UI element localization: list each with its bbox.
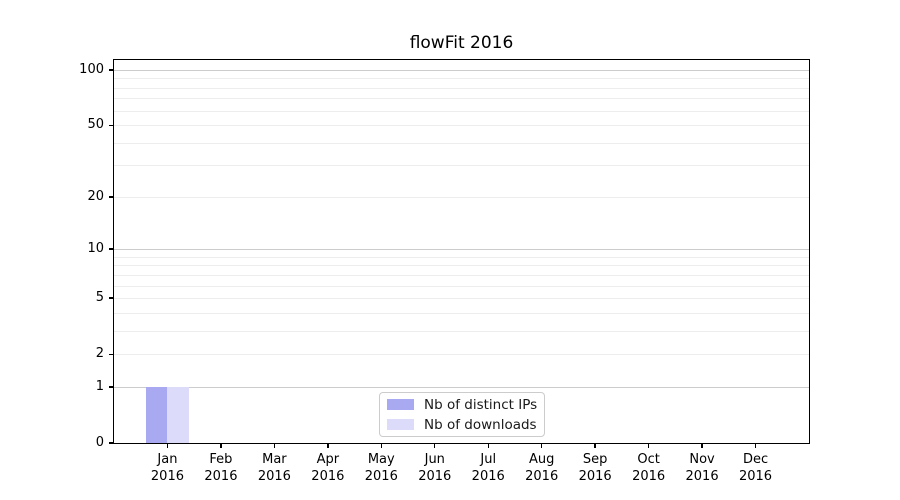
y-tick-label: 20: [87, 188, 104, 204]
x-tick-mark: [540, 444, 543, 448]
x-tick-label: May 2016: [339, 451, 423, 485]
gridline-minor: [114, 125, 809, 127]
x-tick-month: Sep: [582, 452, 608, 467]
x-tick-year: 2016: [204, 469, 238, 484]
x-tick-mark: [273, 444, 276, 448]
x-tick-label: Jan 2016: [125, 451, 209, 485]
x-tick-mark: [434, 444, 436, 448]
y-tick-label: 50: [87, 117, 104, 133]
legend-row: Nb of downloads: [387, 417, 544, 433]
x-tick-month: Feb: [209, 452, 233, 467]
x-tick-label: Mar 2016: [232, 451, 316, 485]
x-tick-mark: [754, 444, 757, 448]
x-tick-year: 2016: [685, 469, 719, 484]
x-tick-mark: [487, 444, 489, 448]
x-tick-month: Nov: [689, 452, 715, 467]
y-tick-mark: [109, 248, 113, 250]
y-tick-mark: [109, 386, 113, 388]
x-tick-mark: [594, 444, 596, 448]
gridline-minor: [114, 274, 809, 276]
gridline-minor: [114, 98, 809, 100]
x-tick-year: 2016: [418, 469, 452, 484]
x-tick-year: 2016: [364, 469, 398, 484]
x-tick-month: May: [367, 452, 395, 467]
x-tick-mark: [647, 444, 650, 448]
x-tick-label: Feb 2016: [179, 451, 263, 485]
y-tick-mark: [109, 196, 113, 198]
x-tick-year: 2016: [578, 469, 612, 484]
legend-label: Nb of downloads: [424, 416, 537, 433]
x-tick-label: Nov 2016: [660, 451, 744, 485]
x-tick-mark: [327, 444, 329, 448]
gridline-minor: [114, 330, 809, 332]
y-tick-mark: [109, 353, 113, 355]
x-tick-label: Apr 2016: [286, 451, 370, 485]
legend: Nb of distinct IPs Nb of downloads: [379, 392, 545, 437]
x-tick-mark: [701, 444, 703, 448]
gridline-minor: [114, 78, 809, 80]
x-tick-label: Aug 2016: [500, 451, 584, 485]
x-tick-month: Jan: [157, 452, 178, 467]
gridline-minor: [114, 110, 809, 112]
gridline-minor: [114, 285, 809, 287]
y-tick-mark: [109, 124, 113, 126]
x-tick-label: Jun 2016: [393, 451, 477, 485]
legend-label: Nb of distinct IPs: [424, 396, 538, 413]
y-tick-mark: [109, 297, 113, 299]
x-tick-month: Apr: [316, 452, 340, 467]
gridline-minor: [114, 165, 809, 167]
y-tick-label: 2: [95, 346, 104, 362]
x-tick-year: 2016: [738, 469, 773, 484]
plot-area: 0 1 2 5 10 20 50 100 Jan 2016 Feb 2016 Mar 2016 Apr 201…: [79, 59, 810, 484]
legend-swatch: [387, 419, 414, 430]
chart-title: flowFit 2016: [409, 33, 514, 53]
x-tick-year: 2016: [311, 469, 345, 484]
gridline-minor: [114, 298, 809, 300]
x-tick-label: Sep 2016: [553, 451, 637, 485]
gridline-major: [114, 249, 809, 251]
x-tick-label: Dec 2016: [714, 451, 798, 485]
y-tick-label: 100: [79, 62, 104, 77]
x-tick-month: Jun: [424, 452, 445, 467]
x-tick-year: 2016: [471, 469, 505, 484]
x-tick-mark: [380, 444, 382, 448]
x-tick-month: Oct: [637, 452, 660, 467]
y-tick-label: 10: [87, 241, 104, 257]
x-tick-month: Mar: [262, 452, 287, 467]
x-tick-year: 2016: [257, 469, 291, 484]
gridline-minor: [114, 354, 809, 356]
bar: [167, 386, 189, 443]
x-tick-label: Jul 2016: [446, 451, 530, 485]
x-tick-month: Dec: [742, 452, 769, 467]
y-tick-label: 0: [95, 435, 104, 450]
y-tick-label: 1: [95, 378, 104, 394]
y-tick-label: 5: [95, 290, 104, 306]
x-tick-label: Oct 2016: [607, 451, 691, 485]
x-tick-mark: [166, 444, 169, 448]
gridline-minor: [114, 265, 809, 267]
legend-swatch: [387, 399, 414, 410]
gridline-minor: [114, 196, 809, 198]
y-tick-mark: [109, 442, 113, 444]
gridline-minor: [114, 312, 809, 314]
x-tick-month: Aug: [528, 452, 555, 467]
bar: [145, 386, 168, 443]
y-tick-mark: [109, 69, 113, 71]
x-tick-year: 2016: [632, 469, 666, 484]
gridline-minor: [114, 142, 809, 144]
x-tick-month: Jul: [480, 452, 497, 467]
x-tick-mark: [220, 444, 222, 448]
x-tick-year: 2016: [150, 469, 184, 484]
gridline-minor: [114, 87, 809, 89]
legend-row: Nb of distinct IPs: [387, 397, 544, 413]
gridline-major: [114, 70, 809, 71]
x-tick-year: 2016: [525, 469, 559, 484]
gridline-major: [114, 386, 809, 388]
gridline-minor: [114, 256, 809, 258]
